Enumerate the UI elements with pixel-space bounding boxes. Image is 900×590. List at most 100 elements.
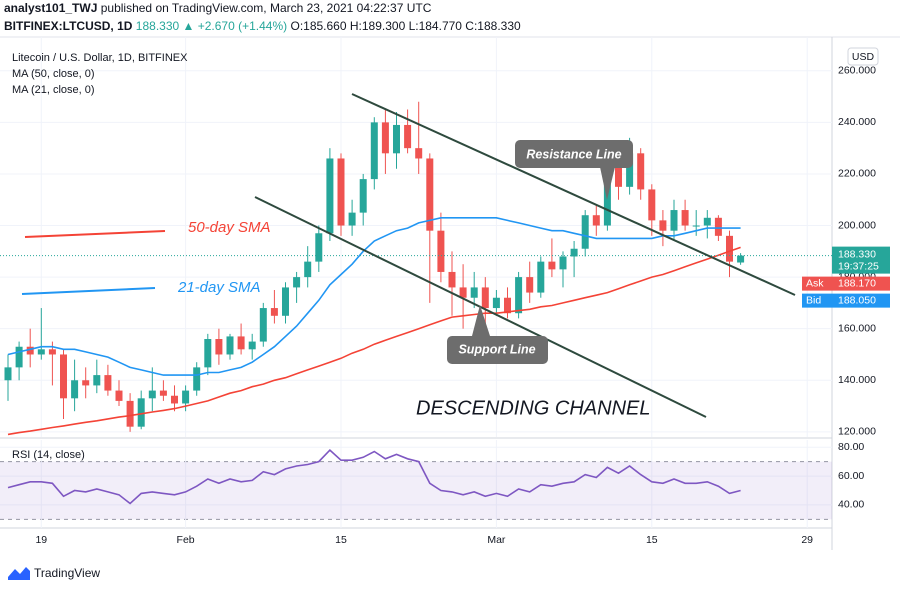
y-tick-label: 260.000 bbox=[838, 65, 876, 77]
candle-body bbox=[315, 233, 323, 262]
support-pointer bbox=[472, 305, 490, 336]
ask-tag bbox=[802, 276, 832, 291]
candle-body bbox=[559, 256, 567, 270]
x-tick-label: 29 bbox=[801, 534, 813, 546]
x-tick-label: 19 bbox=[35, 534, 47, 546]
chart-title: Litecoin / U.S. Dollar, 1D, BITFINEX bbox=[12, 52, 188, 64]
candle-body bbox=[326, 158, 334, 234]
header-line2: BITFINEX:LTCUSD, 1D 188.330 ▲ +2.670 (+1… bbox=[4, 19, 521, 33]
candle-body bbox=[726, 235, 733, 262]
y-tick-label: 120.000 bbox=[838, 426, 876, 438]
candle-body bbox=[204, 339, 212, 368]
y-tick-label: 140.000 bbox=[838, 374, 876, 386]
candle-body bbox=[592, 215, 600, 226]
legend-entry: MA (21, close, 0) bbox=[12, 84, 95, 96]
candle-body bbox=[415, 148, 423, 159]
candle-body bbox=[182, 390, 190, 404]
last-price-box bbox=[832, 246, 890, 274]
candle-body bbox=[370, 122, 378, 180]
candle-body bbox=[60, 354, 67, 399]
candle-body bbox=[337, 158, 345, 226]
candle-body bbox=[259, 308, 267, 342]
candle-body bbox=[615, 163, 622, 187]
countdown: 19:37:25 bbox=[838, 260, 879, 272]
candle-body bbox=[448, 271, 456, 288]
support-box bbox=[447, 336, 548, 364]
support-label: Support Line bbox=[458, 342, 535, 356]
rsi-label: RSI (14, close) bbox=[12, 449, 85, 461]
candle-body bbox=[393, 124, 400, 154]
ask-box bbox=[832, 276, 890, 291]
candle-body bbox=[537, 261, 545, 293]
candle-body bbox=[293, 277, 301, 288]
y-tick-label: 240.000 bbox=[838, 116, 876, 128]
bid-tag bbox=[802, 293, 832, 308]
bid: 188.050 bbox=[838, 294, 876, 306]
candle-body bbox=[426, 158, 434, 231]
candle-body bbox=[714, 217, 722, 236]
candle-body bbox=[159, 390, 167, 396]
candle-body bbox=[93, 375, 101, 386]
x-tick-label: 15 bbox=[646, 534, 658, 546]
candle-body bbox=[492, 297, 500, 309]
candle-body bbox=[215, 339, 223, 355]
currency: USD bbox=[852, 51, 875, 63]
ask-label: Ask bbox=[806, 277, 824, 289]
candle-body bbox=[282, 287, 289, 316]
candle-body bbox=[137, 398, 145, 427]
x-tick-label: Feb bbox=[177, 534, 195, 546]
rsi-tick-label: 40.00 bbox=[838, 499, 864, 511]
candle-body bbox=[570, 248, 578, 257]
published: published on TradingView.com, March 23, … bbox=[101, 1, 432, 15]
change: ▲ +2.670 (+1.44%) bbox=[183, 19, 288, 33]
resistance-pointer bbox=[600, 167, 615, 200]
ma-line bbox=[7, 246, 741, 436]
candle-body bbox=[581, 215, 589, 249]
candle-body bbox=[193, 367, 201, 391]
sma50-label: 50-day SMA bbox=[188, 219, 271, 236]
candle-body bbox=[381, 122, 389, 154]
sma50-sample bbox=[24, 230, 166, 238]
candle-body bbox=[437, 230, 445, 272]
candle-body bbox=[515, 277, 523, 314]
x-tick-label: 15 bbox=[335, 534, 347, 546]
candle-body bbox=[4, 367, 12, 381]
candle-body bbox=[270, 308, 278, 316]
rsi-tick-label: 80.00 bbox=[838, 441, 864, 453]
candle-body bbox=[26, 346, 34, 355]
footer-brand: TradingView bbox=[34, 566, 100, 580]
candle-body bbox=[470, 287, 478, 298]
y-tick-label: 220.000 bbox=[838, 168, 876, 180]
x-tick-label: Mar bbox=[487, 534, 506, 546]
candle-body bbox=[692, 225, 700, 227]
candle-body bbox=[359, 179, 367, 213]
candle-body bbox=[459, 287, 467, 298]
candle-body bbox=[37, 349, 45, 355]
legend-entry: MA (50, close, 0) bbox=[12, 68, 95, 80]
sma21-sample bbox=[21, 287, 156, 295]
ask: 188.170 bbox=[838, 277, 876, 289]
resistance-label: Resistance Line bbox=[526, 147, 621, 161]
y-tick-label: 200.000 bbox=[838, 219, 876, 231]
rsi-band bbox=[0, 461, 832, 520]
footer-logo bbox=[8, 567, 30, 580]
candle-body bbox=[626, 153, 634, 187]
candle-body bbox=[171, 395, 178, 404]
last: 188.330 bbox=[136, 19, 180, 33]
ma-line bbox=[7, 217, 741, 376]
y-tick-label: 160.000 bbox=[838, 322, 876, 334]
candle-body bbox=[404, 124, 412, 149]
candle-body bbox=[681, 210, 689, 226]
candle-body bbox=[304, 261, 312, 278]
currency-box bbox=[847, 47, 879, 66]
rsi-line bbox=[7, 448, 741, 505]
candle-body bbox=[737, 255, 745, 263]
candle-body bbox=[15, 346, 23, 368]
candle-body bbox=[526, 277, 534, 293]
header-line1: analyst101_TWJ published on TradingView.… bbox=[4, 1, 432, 15]
candle-body bbox=[659, 220, 667, 231]
resistance-box bbox=[515, 140, 633, 168]
candle-body bbox=[104, 375, 112, 391]
candle-body bbox=[648, 189, 656, 221]
